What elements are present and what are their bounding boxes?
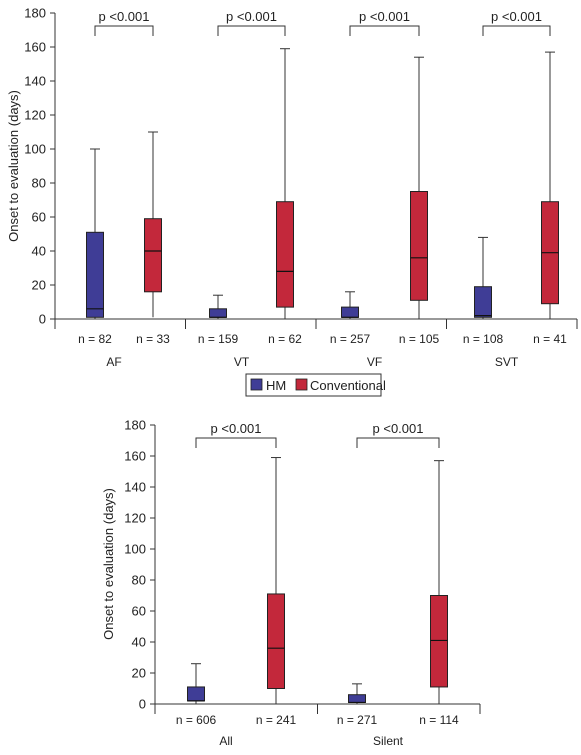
y-tick-label: 140 [24,74,46,89]
y-tick-label: 20 [32,278,46,293]
y-tick-label: 120 [124,511,146,526]
n-label: n = 33 [136,332,170,346]
y-tick-label: 160 [24,40,46,55]
legend-label-conventional: Conventional [310,378,386,393]
y-axis-title: Onset to evaluation (days) [6,90,21,242]
n-label: n = 257 [330,332,371,346]
legend-label-hm: HM [266,378,286,393]
group-label: SVT [495,355,519,369]
box-conventional [430,595,448,688]
p-value-label: p <0.001 [99,9,150,24]
y-tick-label: 180 [24,6,46,21]
y-tick-label: 0 [139,697,146,712]
p-value-bracket [356,437,440,448]
n-label: n = 606 [176,713,217,727]
box-hm [341,306,359,318]
legend: HM Conventional [245,373,386,397]
n-label: n = 105 [399,332,440,346]
box-hm [187,686,205,702]
y-axis-title: Onset to evaluation (days) [101,488,116,640]
p-value-label: p <0.001 [226,9,277,24]
legend-swatch-conventional [295,378,308,391]
group-label: AF [106,355,121,369]
y-tick-label: 120 [24,108,46,123]
p-value-label: p <0.001 [211,421,262,436]
p-value-bracket [217,25,286,36]
p-value-bracket [482,25,551,36]
n-label: n = 271 [337,713,378,727]
box-conventional [267,593,285,690]
n-label: n = 62 [268,332,302,346]
y-tick-label: 0 [39,312,46,327]
p-value-bracket [349,25,420,36]
y-tick-label: 60 [32,210,46,225]
y-tick-label: 80 [32,176,46,191]
n-label: n = 241 [256,713,297,727]
box-conventional [276,201,294,308]
y-tick-label: 180 [124,418,146,433]
y-tick-label: 20 [132,666,146,681]
box-conventional [144,218,162,293]
y-tick-label: 100 [24,142,46,157]
legend-frame [245,373,382,397]
p-value-bracket [94,25,154,36]
n-label: n = 82 [78,332,112,346]
box-hm [348,694,366,703]
box-hm [86,231,104,318]
y-tick-label: 80 [132,573,146,588]
box-hm [474,286,492,318]
y-tick-label: 160 [124,449,146,464]
y-tick-label: 40 [132,635,146,650]
p-value-label: p <0.001 [491,9,542,24]
group-label: All [219,734,232,748]
group-label: VT [234,355,250,369]
p-value-label: p <0.001 [373,421,424,436]
y-tick-label: 140 [124,480,146,495]
y-tick-label: 60 [132,604,146,619]
n-label: n = 114 [419,713,459,727]
n-label: n = 41 [533,332,567,346]
box-hm [209,308,227,318]
n-label: n = 159 [198,332,239,346]
y-tick-label: 100 [124,542,146,557]
y-tick-label: 40 [32,244,46,259]
top-box-plot: 0 20 40 60 80 100 120 140 160 180 Onset to evaluat… [6,6,578,369]
legend-swatch-hm [250,378,263,391]
p-value-bracket [195,437,277,448]
group-label: VF [367,355,382,369]
p-value-label: p <0.001 [359,9,410,24]
bottom-box-plot: 0 20 40 60 80 100 120 140 160 180 Onset to evaluat… [101,418,481,748]
box-conventional [410,191,428,301]
group-label: Silent [373,734,404,748]
n-label: n = 108 [463,332,504,346]
